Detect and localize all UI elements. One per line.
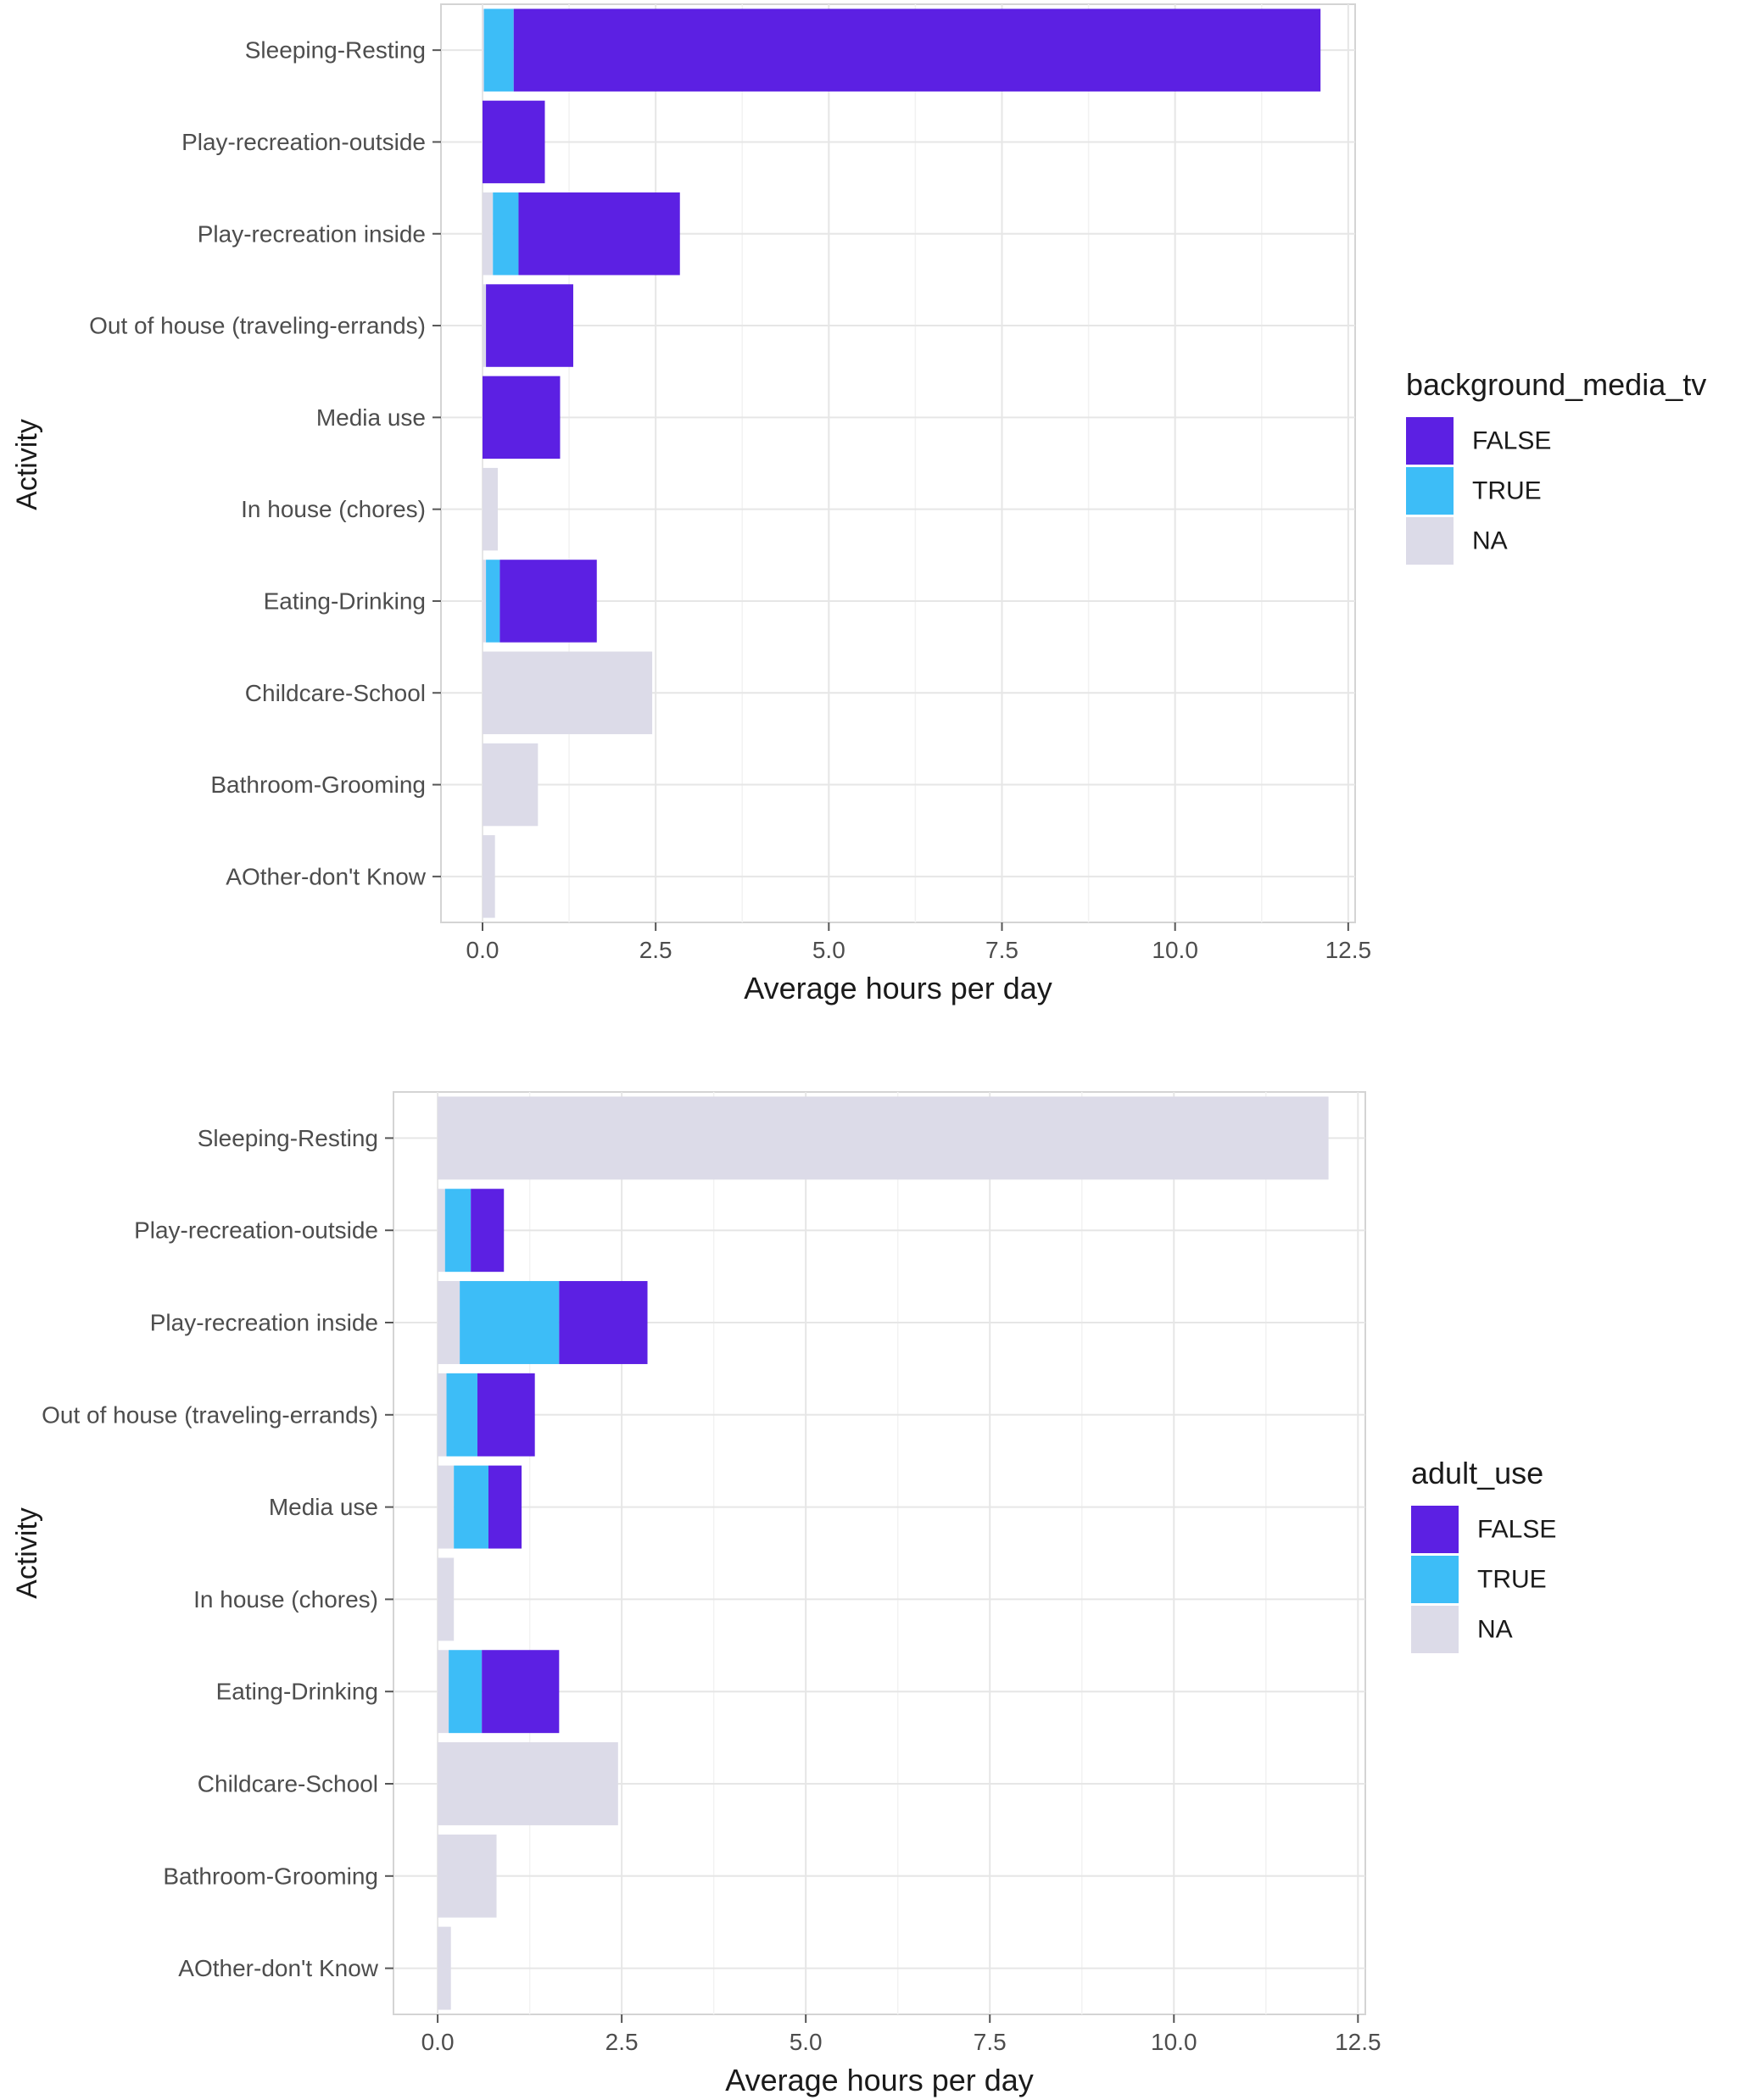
panel-2-bar-na-0: [438, 1096, 1329, 1180]
panel-1-category-label: Play-recreation-outside: [181, 129, 426, 155]
panel-1-category-label: Bathroom-Grooming: [210, 771, 426, 798]
panel-1-category-label: Childcare-School: [245, 680, 426, 706]
panel-2-xtick-label: 2.5: [605, 2029, 639, 2055]
panel-1-bar-na-5: [483, 467, 498, 551]
panel-2-xtick-label: 7.5: [974, 2029, 1007, 2055]
panel-1-x-axis-title: Average hours per day: [744, 971, 1052, 1005]
panel-1-bar-true-2: [493, 192, 519, 276]
panel-1-xtick-label: 10.0: [1152, 937, 1198, 963]
panel-2-bar-na-6: [438, 1650, 449, 1734]
panel-2-bar-na-3: [438, 1373, 447, 1457]
panel-2-bar-false-4: [488, 1465, 522, 1549]
panel-1-bar-na-6: [483, 560, 487, 643]
panel-2-category-label: AOther-don't Know: [178, 1955, 378, 1981]
panel-2-category-label: Sleeping-Resting: [198, 1125, 378, 1151]
panel-1-bar-false-6: [499, 560, 597, 643]
panel-2-category-label: Childcare-School: [198, 1771, 378, 1797]
panel-1-bar-na-2: [483, 192, 494, 276]
panel-1-legend-label-na: NA: [1472, 527, 1508, 555]
panel-2-legend-key-na: [1411, 1606, 1459, 1653]
panel-1-xtick-label: 12.5: [1325, 937, 1372, 963]
panel-2-legend-key-true: [1411, 1556, 1459, 1603]
panel-2-legend-label-na: NA: [1477, 1616, 1513, 1644]
panel-2-legend-label-false: FALSE: [1477, 1516, 1556, 1544]
panel-1-xtick-label: 7.5: [985, 937, 1018, 963]
panel-1-category-label: Media use: [316, 404, 426, 431]
panel-2-bar-false-2: [559, 1281, 648, 1364]
panel-1-legend-label-true: TRUE: [1472, 477, 1542, 505]
panel-1-bar-na-8: [483, 743, 538, 827]
panel-2-bar-na-5: [438, 1557, 455, 1641]
panel-2-bar-na-4: [438, 1465, 455, 1549]
panel-2-bar-true-1: [444, 1189, 472, 1273]
panel-2-category-label: Media use: [269, 1494, 378, 1520]
panel-2-legend-title: adult_use: [1411, 1456, 1543, 1490]
panel-2-bar-na-9: [438, 1926, 451, 2010]
panel-1-legend-key-true: [1406, 467, 1454, 515]
panel-1-bar-na-3: [483, 284, 487, 367]
panel-1-bar-true-6: [486, 560, 500, 643]
panel-1-category-label: Sleeping-Resting: [245, 37, 426, 64]
panel-1-bar-na-9: [483, 835, 495, 918]
panel-2-bar-na-2: [438, 1281, 460, 1364]
panel-1-legend-label-false: FALSE: [1472, 427, 1551, 455]
panel-1-bar-true-0: [483, 8, 514, 92]
panel-2-bar-true-6: [449, 1650, 483, 1734]
panel-1-bar-false-1: [483, 100, 545, 184]
panel-1-bar-false-2: [518, 192, 680, 276]
panel-1-bar-false-4: [483, 376, 561, 460]
panel-2-x-axis-title: Average hours per day: [725, 2063, 1034, 2097]
panel-2-bar-true-2: [460, 1281, 560, 1364]
panel-2-bar-na-1: [438, 1189, 445, 1273]
panel-2-legend-key-false: [1411, 1506, 1459, 1553]
panel-2-xtick-label: 5.0: [790, 2029, 823, 2055]
panel-2-bar-na-8: [438, 1834, 497, 1918]
panel-1-legend-title: background_media_tv: [1406, 367, 1706, 402]
panel-2-xtick-label: 12.5: [1335, 2029, 1381, 2055]
panel-1-bar-na-7: [483, 651, 653, 734]
panel-1-legend-key-na: [1406, 517, 1454, 565]
panel-2-category-label: Play-recreation inside: [150, 1310, 378, 1336]
panel-2-category-label: Play-recreation-outside: [134, 1217, 378, 1244]
panel-2-category-label: Eating-Drinking: [216, 1679, 378, 1705]
panel-1-bar-false-0: [513, 8, 1321, 92]
panel-2-category-label: Bathroom-Grooming: [163, 1863, 378, 1889]
panel-1-category-label: Play-recreation inside: [198, 220, 426, 247]
panel-2-xtick-label: 0.0: [421, 2029, 455, 2055]
panel-1-xtick-label: 5.0: [812, 937, 845, 963]
panel-2-bar-true-3: [446, 1373, 477, 1457]
panel-2-bar-false-1: [471, 1189, 505, 1273]
panel-1-y-axis-title: Activity: [11, 419, 43, 510]
panel-2-bar-true-4: [454, 1465, 488, 1549]
panel-1-xtick-label: 2.5: [639, 937, 672, 963]
panel-2-y-axis-title: Activity: [11, 1507, 43, 1599]
panel-2-legend-label-true: TRUE: [1477, 1566, 1547, 1594]
panel-2-category-label: Out of house (traveling-errands): [42, 1401, 378, 1428]
panel-2-xtick-label: 10.0: [1151, 2029, 1197, 2055]
panel-1-category-label: In house (chores): [241, 496, 426, 522]
panel-1-bar-na-0: [483, 8, 484, 92]
panel-1-frame: [440, 3, 1356, 923]
panel-1-legend-key-false: [1406, 417, 1454, 465]
panel-2-bar-false-6: [482, 1650, 560, 1734]
panel-1-bar-false-3: [486, 284, 573, 367]
panel-2-bar-na-7: [438, 1742, 618, 1825]
panel-1-category-label: Out of house (traveling-errands): [89, 313, 426, 339]
panel-2-bar-false-3: [477, 1373, 535, 1457]
panel-1-category-label: Eating-Drinking: [264, 588, 426, 614]
panel-2-category-label: In house (chores): [193, 1586, 378, 1613]
panel-1-category-label: AOther-don't Know: [226, 863, 426, 889]
panel-2-frame: [393, 1091, 1366, 2015]
panel-1-xtick-label: 0.0: [466, 937, 499, 963]
